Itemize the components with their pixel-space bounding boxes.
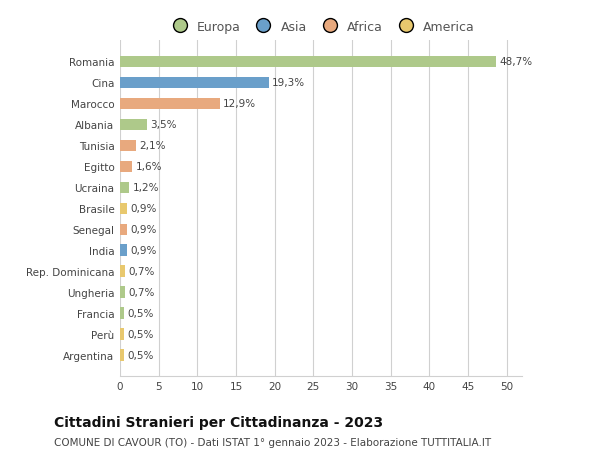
Text: 0,5%: 0,5% xyxy=(127,308,154,319)
Text: 48,7%: 48,7% xyxy=(500,57,533,67)
Bar xyxy=(120,245,127,257)
Text: 12,9%: 12,9% xyxy=(223,99,256,109)
Text: 0,7%: 0,7% xyxy=(128,288,155,297)
Text: 1,6%: 1,6% xyxy=(136,162,162,172)
Text: 19,3%: 19,3% xyxy=(272,78,305,88)
Bar xyxy=(120,224,127,235)
Bar xyxy=(120,98,220,110)
Text: 0,9%: 0,9% xyxy=(130,225,157,235)
Text: 0,5%: 0,5% xyxy=(127,330,154,340)
Text: 0,9%: 0,9% xyxy=(130,246,157,256)
Bar xyxy=(120,161,133,173)
Bar xyxy=(120,56,496,68)
Text: COMUNE DI CAVOUR (TO) - Dati ISTAT 1° gennaio 2023 - Elaborazione TUTTITALIA.IT: COMUNE DI CAVOUR (TO) - Dati ISTAT 1° ge… xyxy=(54,437,491,447)
Bar xyxy=(120,140,136,152)
Bar xyxy=(120,266,125,277)
Bar xyxy=(120,350,124,361)
Text: 2,1%: 2,1% xyxy=(139,141,166,151)
Bar xyxy=(120,308,124,319)
Text: 3,5%: 3,5% xyxy=(150,120,176,130)
Bar xyxy=(120,119,147,131)
Text: 0,5%: 0,5% xyxy=(127,350,154,360)
Text: 1,2%: 1,2% xyxy=(133,183,159,193)
Bar xyxy=(120,182,129,194)
Bar xyxy=(120,203,127,215)
Text: Cittadini Stranieri per Cittadinanza - 2023: Cittadini Stranieri per Cittadinanza - 2… xyxy=(54,415,383,429)
Bar xyxy=(120,329,124,340)
Bar xyxy=(120,78,269,89)
Bar xyxy=(120,287,125,298)
Text: 0,9%: 0,9% xyxy=(130,204,157,214)
Legend: Europa, Asia, Africa, America: Europa, Asia, Africa, America xyxy=(167,21,475,34)
Text: 0,7%: 0,7% xyxy=(128,267,155,277)
